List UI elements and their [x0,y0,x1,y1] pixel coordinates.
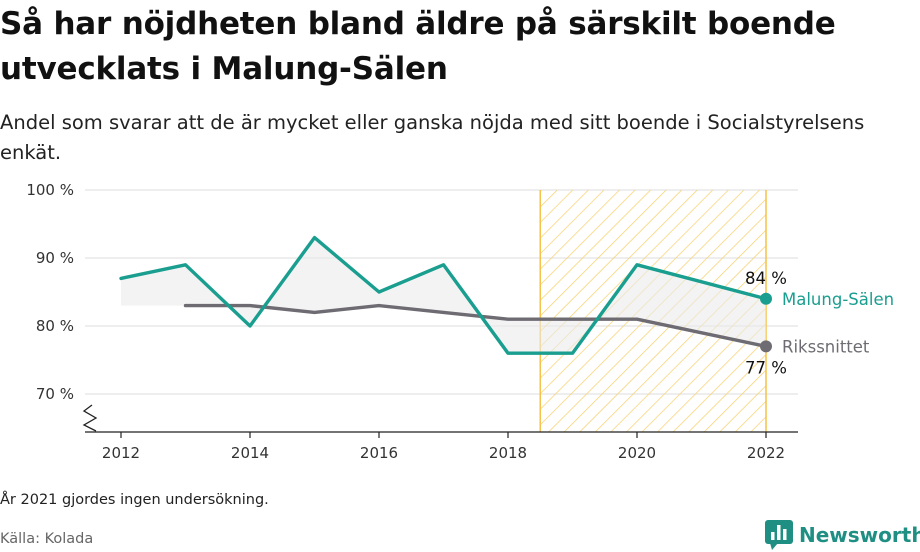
series-label: Rikssnittet [782,337,870,356]
area-between-series [121,237,766,354]
x-tick-label: 2020 [618,444,656,462]
series-endpoint [760,340,772,353]
y-tick-label: 100 % [26,181,74,199]
series-endpoint [760,292,772,305]
chart-subtitle: Andel som svarar att de är mycket eller … [0,111,865,164]
series-line-rikssnittet [183,303,768,349]
source-note: Källa: Kolada [0,531,94,547]
x-tick-label: 2022 [747,444,785,462]
chart-title: Så har nöjdheten bland äldre på särskilt… [0,6,836,87]
data-label: 77 % [745,358,787,377]
series-label: Malung-Sälen [782,290,894,309]
newsworthy-logo: Newsworthy [765,519,920,551]
newsworthy-bar-chart-speech-bubble-icon [765,520,793,550]
y-tick-label: 70 % [36,385,74,403]
x-tick-label: 2012 [102,444,140,462]
footnote: År 2021 gjordes ingen undersökning. [0,492,269,508]
series-line-malung-salen [119,235,768,355]
x-tick-label: 2018 [489,444,527,462]
brand-name: Newsworthy [799,523,920,547]
x-tick-label: 2014 [231,444,269,462]
y-tick-label: 80 % [36,317,74,335]
y-tick-label: 90 % [36,249,74,267]
data-label: 84 % [745,269,787,288]
axis-break-icon [82,404,98,432]
x-tick-label: 2016 [360,444,398,462]
